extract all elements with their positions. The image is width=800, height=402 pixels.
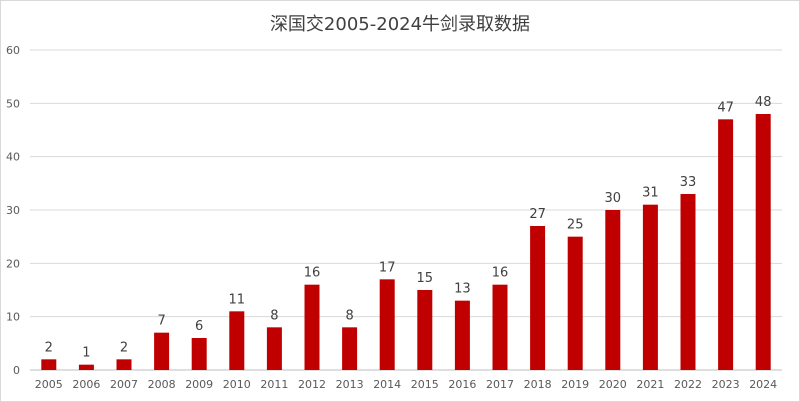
data-label: 48 — [755, 95, 772, 110]
bar — [417, 290, 433, 370]
x-tick-label: 2019 — [561, 378, 589, 391]
x-tick-label: 2013 — [336, 378, 364, 391]
y-tick-label: 20 — [6, 257, 20, 270]
x-tick-label: 2011 — [260, 378, 288, 391]
y-tick-label: 30 — [6, 204, 20, 217]
data-label: 25 — [567, 218, 584, 233]
bar — [379, 279, 395, 370]
x-tick-label: 2015 — [411, 378, 439, 391]
data-label: 47 — [717, 100, 734, 115]
bar — [304, 284, 320, 370]
x-tick-label: 2009 — [185, 378, 213, 391]
y-tick-label: 60 — [6, 44, 20, 57]
bar — [266, 327, 282, 370]
x-tick-label: 2014 — [373, 378, 401, 391]
x-tick-label: 2023 — [712, 378, 740, 391]
x-tick-label: 2008 — [148, 378, 176, 391]
x-tick-label: 2006 — [72, 378, 100, 391]
bar — [530, 226, 546, 370]
y-tick-label: 40 — [6, 151, 20, 164]
data-label: 6 — [195, 319, 203, 334]
x-tick-label: 2016 — [448, 378, 476, 391]
data-label: 27 — [529, 207, 546, 222]
y-tick-label: 10 — [6, 311, 20, 324]
bar — [718, 119, 734, 370]
bar — [454, 300, 470, 370]
chart-title: 深国交2005-2024牛剑录取数据 — [269, 14, 531, 35]
data-label: 16 — [492, 266, 509, 281]
bar — [342, 327, 358, 370]
data-label: 1 — [82, 346, 90, 361]
bar — [680, 194, 696, 370]
data-label: 33 — [680, 175, 697, 190]
data-label: 2 — [45, 340, 53, 355]
y-tick-label: 50 — [6, 97, 20, 110]
x-tick-label: 2010 — [223, 378, 251, 391]
x-tick-label: 2024 — [749, 378, 777, 391]
x-axis: 2005 2006 2007 2008 2009 2010 2011 2012 2013 2014… — [35, 378, 777, 391]
bar — [78, 364, 94, 370]
data-label: 13 — [454, 282, 471, 297]
bar — [154, 332, 170, 370]
x-tick-label: 2012 — [298, 378, 326, 391]
bar — [605, 210, 621, 370]
x-tick-label: 2007 — [110, 378, 138, 391]
x-tick-label: 2005 — [35, 378, 63, 391]
bar — [567, 236, 583, 370]
x-tick-label: 2020 — [599, 378, 627, 391]
bar — [492, 284, 508, 370]
bar — [41, 359, 57, 370]
bar — [191, 338, 207, 370]
x-tick-label: 2022 — [674, 378, 702, 391]
bar — [755, 114, 771, 370]
data-label: 8 — [270, 308, 278, 323]
y-tick-label: 0 — [13, 364, 20, 377]
data-label: 30 — [605, 191, 622, 206]
data-label: 16 — [304, 266, 321, 281]
gridlines — [30, 49, 782, 371]
bars — [41, 114, 771, 370]
bar — [642, 204, 658, 370]
data-label: 2 — [120, 340, 128, 355]
x-tick-label: 2021 — [636, 378, 664, 391]
bar — [229, 311, 245, 370]
data-label: 8 — [345, 308, 353, 323]
data-label: 11 — [229, 292, 246, 307]
bar — [116, 359, 132, 370]
data-label: 15 — [417, 271, 434, 286]
data-label: 17 — [379, 260, 396, 275]
x-tick-label: 2018 — [524, 378, 552, 391]
data-label: 7 — [157, 314, 165, 329]
data-label: 31 — [642, 186, 659, 201]
y-axis: 0 10 20 30 40 50 60 — [6, 44, 20, 377]
x-tick-label: 2017 — [486, 378, 514, 391]
